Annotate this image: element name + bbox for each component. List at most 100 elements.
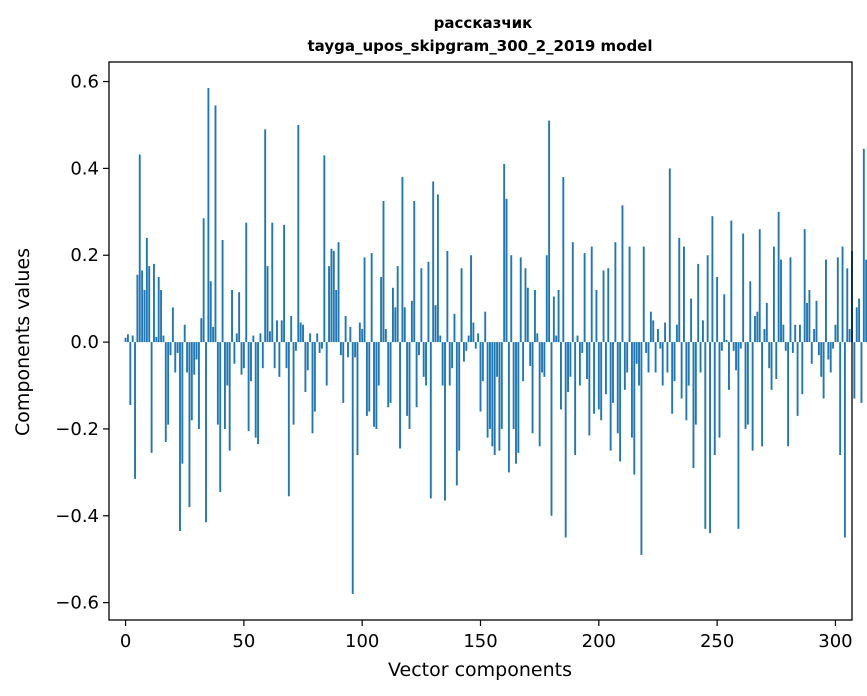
plot-frame — [108, 61, 853, 621]
bar — [862, 148, 865, 343]
bar — [145, 237, 148, 343]
bar — [548, 120, 551, 343]
bar — [339, 342, 342, 356]
bar — [446, 250, 449, 343]
y-tick-label: 0.6 — [70, 72, 99, 93]
bar — [843, 342, 846, 538]
bar — [188, 342, 191, 508]
bar — [806, 303, 808, 343]
bar — [470, 255, 472, 343]
chart-title: рассказчик — [434, 14, 533, 32]
y-tick-label: 0.2 — [70, 245, 99, 266]
bar — [604, 342, 607, 395]
bar — [214, 105, 217, 343]
bar — [292, 342, 295, 425]
bar — [737, 342, 740, 529]
bar — [645, 342, 648, 353]
bar — [706, 255, 709, 343]
bar — [668, 168, 671, 343]
bar — [519, 257, 522, 343]
bar — [507, 342, 510, 473]
y-tick-label: −0.2 — [55, 419, 99, 440]
bar — [439, 335, 442, 343]
bar — [271, 222, 274, 343]
bar — [153, 263, 155, 343]
bar — [318, 342, 321, 353]
bar — [576, 335, 579, 343]
bar — [169, 342, 172, 356]
bar — [560, 342, 562, 410]
bar — [512, 342, 515, 429]
bar — [342, 342, 345, 403]
bar — [436, 194, 439, 343]
bar — [325, 342, 328, 386]
bar — [484, 311, 487, 343]
bar — [555, 335, 558, 343]
x-axis-ticks: 0 50 100 150 200 250 300 — [120, 620, 853, 652]
bar — [692, 342, 695, 469]
bar — [330, 248, 333, 343]
chart-subtitle: tayga_upos_skipgram_300_2_2019 model — [308, 37, 653, 55]
bar — [538, 342, 541, 447]
bar — [387, 342, 390, 408]
bar — [491, 342, 494, 447]
bar — [796, 342, 799, 416]
bar — [316, 333, 319, 343]
bar — [297, 124, 300, 343]
bar — [626, 342, 629, 373]
bar — [226, 342, 229, 386]
bar — [657, 329, 659, 343]
bar — [775, 342, 778, 379]
bar — [517, 342, 520, 453]
bar — [410, 300, 413, 343]
bar — [129, 342, 132, 406]
bar — [801, 342, 804, 395]
bar — [276, 320, 278, 343]
bar — [176, 342, 179, 353]
x-tick-label: 200 — [582, 631, 616, 652]
bar — [212, 326, 215, 343]
bar — [822, 342, 825, 399]
bar — [562, 177, 565, 343]
bar — [817, 342, 820, 356]
bar — [690, 298, 693, 343]
bar — [396, 266, 399, 343]
bar — [536, 333, 539, 343]
bar — [375, 342, 378, 429]
x-tick-label: 0 — [120, 631, 131, 652]
bar — [205, 342, 207, 523]
bar — [699, 342, 702, 373]
bar — [207, 88, 210, 343]
bar — [209, 281, 212, 343]
bar — [179, 342, 181, 531]
bar — [728, 342, 730, 390]
bar — [633, 342, 636, 475]
bar — [332, 250, 335, 343]
bar — [311, 342, 314, 434]
bar — [167, 342, 170, 425]
bar — [623, 342, 626, 390]
bar — [363, 257, 366, 343]
bar — [323, 155, 326, 343]
bar — [607, 268, 610, 343]
bar — [578, 342, 581, 386]
bar — [533, 289, 536, 343]
bar — [725, 339, 728, 343]
bar — [666, 342, 669, 373]
bar — [784, 342, 787, 351]
bar — [344, 316, 347, 343]
bar — [361, 329, 364, 343]
bar — [500, 342, 503, 429]
bar — [415, 342, 418, 408]
bar — [155, 336, 158, 343]
bar — [162, 335, 165, 343]
bar — [197, 342, 200, 429]
bar — [403, 307, 406, 343]
bar — [664, 322, 667, 343]
bar — [529, 342, 532, 366]
bar — [164, 342, 167, 442]
bar — [432, 181, 435, 343]
bar — [186, 342, 189, 373]
bar — [685, 342, 688, 421]
